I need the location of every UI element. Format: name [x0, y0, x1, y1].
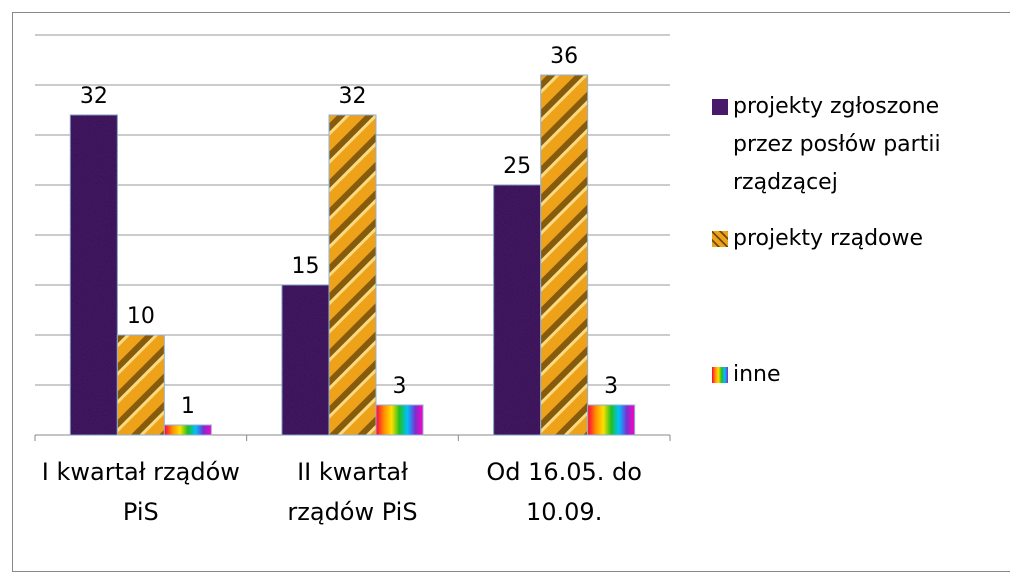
- x-tick-label: Od 16.05. do 10.09.: [486, 458, 642, 526]
- data-label: 3: [604, 374, 618, 399]
- data-label: 36: [550, 44, 578, 69]
- data-label: 3: [393, 374, 407, 399]
- page: 32 10 1 15 32 3 25 36 3 I kwartał rządów PiS II k…: [12, 12, 1010, 572]
- x-tick-label: I kwartał rządów PiS: [41, 458, 240, 526]
- data-label: 1: [181, 394, 195, 419]
- legend-swatch: [712, 231, 728, 247]
- bar: [375, 404, 424, 436]
- x-tick-label: II kwartał rządów PiS: [287, 458, 418, 526]
- bar: [540, 74, 589, 436]
- data-label: 32: [80, 84, 108, 109]
- data-label: 32: [339, 84, 367, 109]
- bar: [163, 424, 212, 436]
- data-label: 25: [503, 154, 531, 179]
- legend-label: projekty rządowe: [733, 226, 924, 251]
- legend-item: projekty zgłoszone przez posłów partii r…: [712, 88, 1002, 202]
- bar: [587, 404, 636, 436]
- legend-swatch: [712, 99, 728, 115]
- legend-swatch: [712, 367, 728, 383]
- legend-item: inne: [712, 356, 1002, 394]
- data-label: 10: [127, 304, 155, 329]
- bar: [281, 284, 330, 436]
- bar: [493, 184, 542, 436]
- data-label: 15: [292, 254, 320, 279]
- bar: [328, 114, 377, 436]
- bar: [116, 334, 165, 436]
- legend-label: inne: [733, 362, 781, 387]
- bar: [69, 114, 118, 436]
- legend-item: projekty rządowe: [712, 220, 1002, 258]
- legend-label: projekty zgłoszone przez posłów partii r…: [733, 94, 941, 195]
- chart: 32 10 1 15 32 3 25 36 3: [34, 34, 671, 441]
